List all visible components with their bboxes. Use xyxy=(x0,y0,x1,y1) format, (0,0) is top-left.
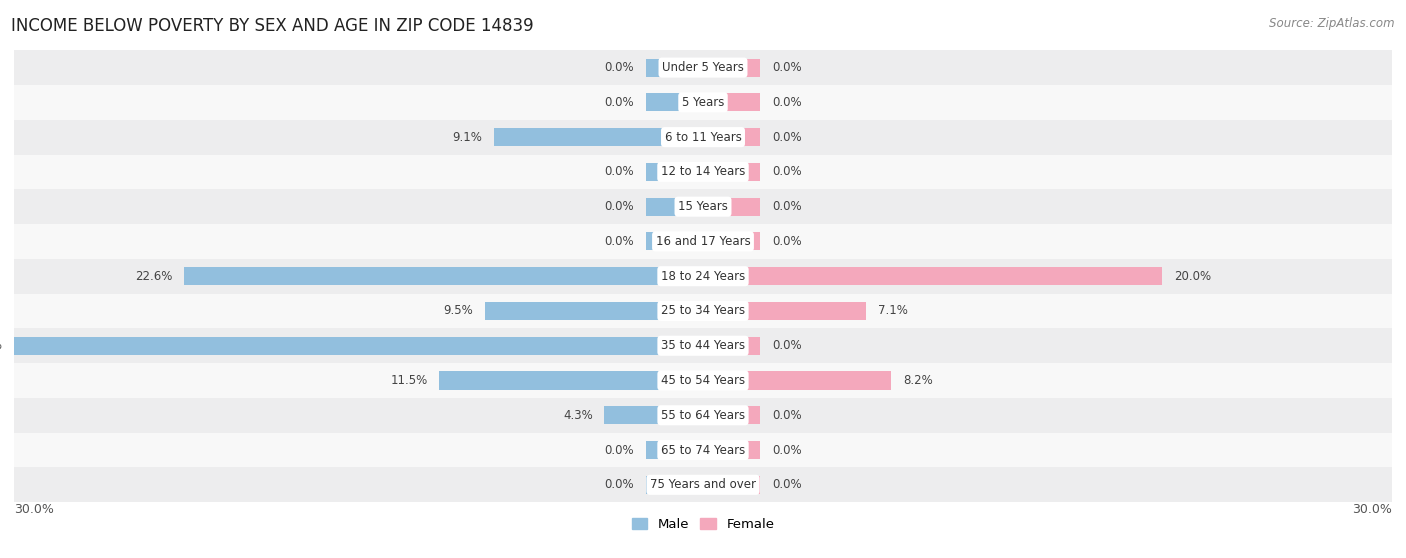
Text: 0.0%: 0.0% xyxy=(605,165,634,179)
Bar xyxy=(703,476,761,494)
Bar xyxy=(14,294,1392,328)
Bar xyxy=(14,120,1392,155)
Text: 6 to 11 Years: 6 to 11 Years xyxy=(665,131,741,143)
Bar xyxy=(703,163,761,181)
Text: 0.0%: 0.0% xyxy=(772,444,801,456)
Bar xyxy=(14,328,1392,363)
Bar xyxy=(14,85,1392,120)
Text: 45 to 54 Years: 45 to 54 Years xyxy=(661,374,745,387)
Text: Source: ZipAtlas.com: Source: ZipAtlas.com xyxy=(1270,17,1395,30)
Bar xyxy=(645,232,703,251)
Text: 0.0%: 0.0% xyxy=(772,131,801,143)
Bar xyxy=(14,224,1392,259)
Text: 0.0%: 0.0% xyxy=(772,200,801,213)
Bar xyxy=(703,441,761,459)
Bar xyxy=(703,302,866,320)
Bar xyxy=(494,128,703,146)
Text: 0.0%: 0.0% xyxy=(605,200,634,213)
Bar xyxy=(485,302,703,320)
Bar xyxy=(645,476,703,494)
Bar xyxy=(14,336,703,355)
Text: 8.2%: 8.2% xyxy=(903,374,932,387)
Bar xyxy=(703,128,761,146)
Text: 18 to 24 Years: 18 to 24 Years xyxy=(661,270,745,283)
Bar xyxy=(645,59,703,76)
Text: 0.0%: 0.0% xyxy=(772,409,801,422)
Text: 20.0%: 20.0% xyxy=(1174,270,1211,283)
Bar xyxy=(703,59,761,76)
Text: 0.0%: 0.0% xyxy=(772,61,801,74)
Bar xyxy=(645,93,703,112)
Text: 15 Years: 15 Years xyxy=(678,200,728,213)
Text: 55 to 64 Years: 55 to 64 Years xyxy=(661,409,745,422)
Text: 35 to 44 Years: 35 to 44 Years xyxy=(661,339,745,352)
Bar xyxy=(14,398,1392,432)
Text: 0.0%: 0.0% xyxy=(605,61,634,74)
Text: 9.5%: 9.5% xyxy=(444,305,474,318)
Text: 0.0%: 0.0% xyxy=(772,235,801,248)
Text: 75 Years and over: 75 Years and over xyxy=(650,478,756,491)
Bar xyxy=(14,468,1392,502)
Bar xyxy=(703,198,761,216)
Bar xyxy=(14,189,1392,224)
Text: 0.0%: 0.0% xyxy=(772,478,801,491)
Text: 4.3%: 4.3% xyxy=(562,409,593,422)
Text: 7.1%: 7.1% xyxy=(877,305,907,318)
Text: 5 Years: 5 Years xyxy=(682,96,724,109)
Text: 22.6%: 22.6% xyxy=(135,270,173,283)
Text: 16 and 17 Years: 16 and 17 Years xyxy=(655,235,751,248)
Bar xyxy=(14,50,1392,85)
Text: 65 to 74 Years: 65 to 74 Years xyxy=(661,444,745,456)
Text: INCOME BELOW POVERTY BY SEX AND AGE IN ZIP CODE 14839: INCOME BELOW POVERTY BY SEX AND AGE IN Z… xyxy=(11,17,534,35)
Bar xyxy=(645,198,703,216)
Text: 30.0%: 30.0% xyxy=(14,503,53,516)
Bar xyxy=(703,336,761,355)
Text: 9.1%: 9.1% xyxy=(453,131,482,143)
Bar xyxy=(703,93,761,112)
Text: Under 5 Years: Under 5 Years xyxy=(662,61,744,74)
Bar xyxy=(14,363,1392,398)
Text: 0.0%: 0.0% xyxy=(605,235,634,248)
Text: 0.0%: 0.0% xyxy=(772,339,801,352)
Bar xyxy=(703,232,761,251)
Text: 0.0%: 0.0% xyxy=(605,96,634,109)
Bar xyxy=(14,259,1392,294)
Bar xyxy=(645,441,703,459)
Text: 12 to 14 Years: 12 to 14 Years xyxy=(661,165,745,179)
Text: 30.0%: 30.0% xyxy=(0,339,3,352)
Bar xyxy=(703,406,761,424)
Legend: Male, Female: Male, Female xyxy=(626,513,780,536)
Text: 0.0%: 0.0% xyxy=(605,478,634,491)
Bar xyxy=(14,155,1392,189)
Bar xyxy=(605,406,703,424)
Bar xyxy=(645,163,703,181)
Text: 25 to 34 Years: 25 to 34 Years xyxy=(661,305,745,318)
Text: 0.0%: 0.0% xyxy=(605,444,634,456)
Bar xyxy=(14,432,1392,468)
Text: 0.0%: 0.0% xyxy=(772,96,801,109)
Text: 30.0%: 30.0% xyxy=(1353,503,1392,516)
Text: 11.5%: 11.5% xyxy=(391,374,427,387)
Text: 0.0%: 0.0% xyxy=(772,165,801,179)
Bar xyxy=(703,267,1163,285)
Bar xyxy=(703,372,891,389)
Bar xyxy=(184,267,703,285)
Bar xyxy=(439,372,703,389)
